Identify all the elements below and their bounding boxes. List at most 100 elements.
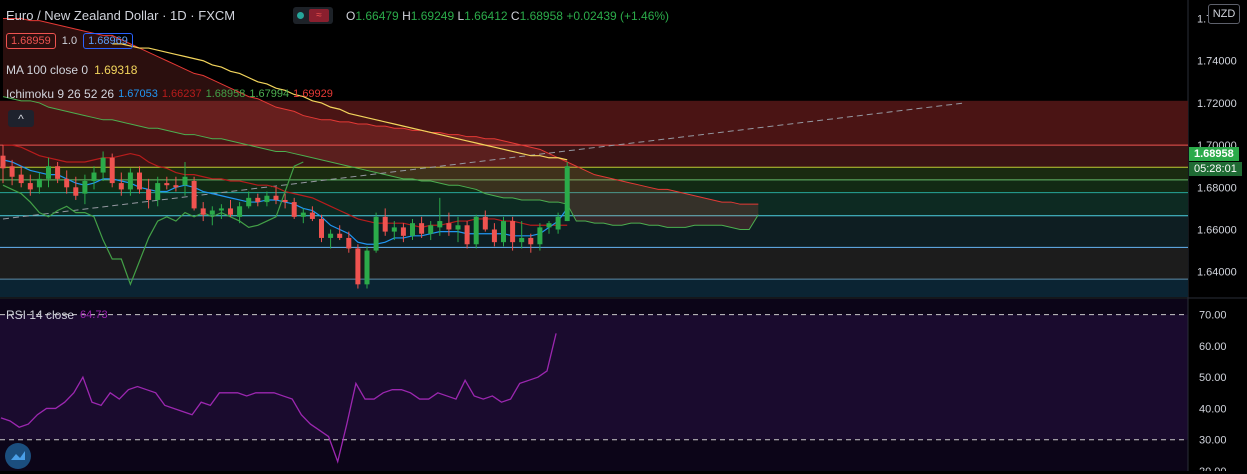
currency-badge[interactable]: NZD xyxy=(1208,4,1240,24)
candle-body xyxy=(0,155,6,169)
candle-body xyxy=(137,172,142,190)
candle-body xyxy=(473,216,479,245)
candle-body xyxy=(346,237,352,249)
rsi-axis-tick: 60.00 xyxy=(1199,341,1227,353)
rsi-axis-tick: 70.00 xyxy=(1199,310,1227,322)
fib-zone xyxy=(0,215,1188,248)
candle-body xyxy=(510,221,516,243)
span-b-value: 1.69929 xyxy=(293,88,333,100)
candle-body xyxy=(309,212,315,219)
tenkan-value: 1.67053 xyxy=(118,88,158,100)
candle-body xyxy=(291,202,297,217)
candle-body xyxy=(464,225,470,245)
price-axis-tick: 1.64000 xyxy=(1197,267,1237,279)
candle-body xyxy=(273,195,279,200)
candle-body xyxy=(446,223,452,230)
ma-value: 1.69318 xyxy=(94,63,138,77)
fib-zone xyxy=(0,179,1188,193)
candle-body xyxy=(437,221,443,228)
candle-body xyxy=(200,208,206,215)
fib-zone xyxy=(0,247,1188,280)
candle-body xyxy=(9,166,15,177)
candle-body xyxy=(300,212,306,217)
price-axis-tick: 1.72000 xyxy=(1197,98,1237,110)
candle-body xyxy=(109,157,115,184)
candle-body xyxy=(218,208,224,211)
bid-ask-row: 1.68959 1.0 1.68969 xyxy=(6,33,133,49)
candle-body xyxy=(501,221,506,243)
candle-body xyxy=(36,178,42,188)
candle-body xyxy=(419,223,425,234)
separator: · xyxy=(190,8,199,23)
buy-button[interactable]: 1.68969 xyxy=(83,33,133,49)
rsi-axis-tick: 40.00 xyxy=(1199,403,1227,415)
logo-glyph xyxy=(11,451,25,460)
candle-body xyxy=(382,216,388,232)
candle-body xyxy=(364,250,370,285)
high-value: 1.69249 xyxy=(410,9,455,23)
fib-zone xyxy=(0,167,1188,180)
open-value: 1.66479 xyxy=(355,9,399,23)
ma-legend[interactable]: MA 100 close 0 1.69318 xyxy=(6,63,137,77)
candle-body xyxy=(118,183,124,190)
market-status-toggle[interactable]: ≈ xyxy=(293,7,333,24)
candle-body xyxy=(355,248,361,285)
symbol-header: Euro / New Zealand Dollar · 1D · FXCM xyxy=(6,8,235,23)
candle-body xyxy=(410,223,415,236)
rsi-label: RSI 14 close xyxy=(6,308,75,322)
ohlc-readout: O1.66479 H1.69249 L1.66412 C1.68958 +0.0… xyxy=(346,9,669,23)
market-open-dot-icon xyxy=(297,12,304,19)
candle-body xyxy=(127,172,133,190)
candle-body xyxy=(155,183,161,200)
ma-label: MA 100 close 0 xyxy=(6,63,89,77)
rsi-axis-tick: 50.00 xyxy=(1199,372,1227,384)
source-label: FXCM xyxy=(198,8,236,23)
rsi-band xyxy=(0,314,1188,440)
rsi-value: 64.73 xyxy=(80,309,108,321)
candle-body xyxy=(100,157,106,173)
interval-label[interactable]: 1D xyxy=(170,8,187,23)
rsi-axis-tick: 30.00 xyxy=(1199,435,1227,447)
rsi-axis-tick: 20.00 xyxy=(1199,466,1227,471)
candle-body xyxy=(228,208,233,215)
candle-body xyxy=(64,178,70,188)
candle-body xyxy=(191,180,197,209)
candle-body xyxy=(209,210,215,215)
ma-line xyxy=(112,43,568,161)
price-axis-tick: 1.66000 xyxy=(1197,224,1237,236)
candle-body xyxy=(528,237,534,245)
sell-button[interactable]: 1.68959 xyxy=(6,33,56,49)
candle-body xyxy=(237,206,243,217)
candle-body xyxy=(482,216,488,230)
symbol-name: Euro / New Zealand Dollar xyxy=(6,8,159,23)
open-label: O xyxy=(346,9,356,23)
separator: · xyxy=(162,8,171,23)
change-value: +0.02439 (+1.46%) xyxy=(566,9,670,23)
ichimoku-label: Ichimoku 9 26 52 26 xyxy=(6,87,115,101)
close-label: C xyxy=(510,9,520,23)
kijun-value: 1.66237 xyxy=(161,88,202,100)
candle-body xyxy=(319,218,324,238)
candle-body xyxy=(55,166,61,179)
countdown-tag: 05:28:01 xyxy=(1189,162,1242,176)
close-value: 1.68958 xyxy=(519,9,563,23)
rsi-legend[interactable]: RSI 14 close 64.73 xyxy=(6,308,108,322)
candle-body xyxy=(27,183,33,190)
candle-body xyxy=(264,195,270,203)
ichimoku-chikou-line xyxy=(2,161,304,287)
candle-body xyxy=(328,233,334,238)
high-label: H xyxy=(402,9,411,23)
chevron-up-icon[interactable]: ^ xyxy=(8,110,34,127)
candle-body xyxy=(337,233,343,238)
tradingview-logo-icon[interactable] xyxy=(5,443,31,469)
candle-body xyxy=(546,223,552,228)
span-a-value: 1.67994 xyxy=(249,88,290,100)
candle-body xyxy=(373,216,379,251)
candle-body xyxy=(537,227,543,245)
candle-body xyxy=(146,189,152,200)
candle-body xyxy=(391,227,397,232)
candle-body xyxy=(182,176,188,186)
ichimoku-legend[interactable]: Ichimoku 9 26 52 26 1.67053 1.66237 1.68… xyxy=(6,87,333,101)
